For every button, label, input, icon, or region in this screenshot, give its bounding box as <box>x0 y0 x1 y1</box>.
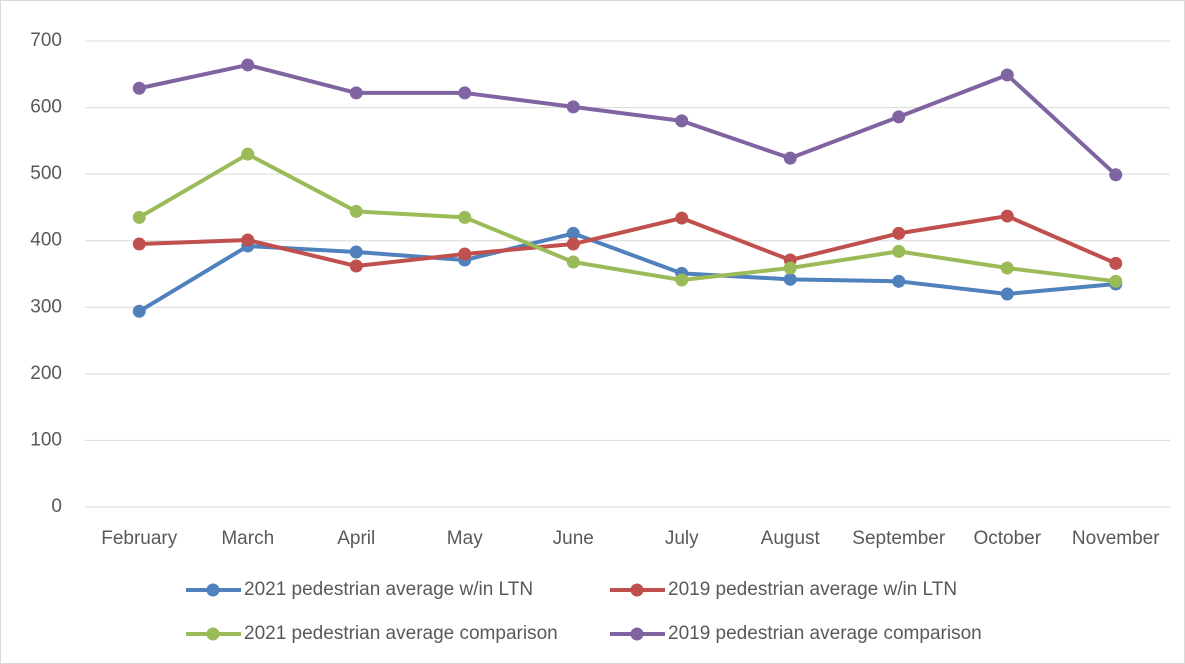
data-point <box>1109 168 1123 182</box>
data-point <box>349 259 363 273</box>
data-point <box>458 86 472 100</box>
data-point <box>1109 274 1123 288</box>
x-tick-label: May <box>447 528 483 549</box>
data-point <box>1000 68 1014 82</box>
legend-label: 2021 pedestrian average comparison <box>244 623 558 644</box>
data-point <box>241 58 255 72</box>
x-tick-label: November <box>1072 528 1160 549</box>
data-point <box>783 151 797 165</box>
data-point <box>1000 287 1014 301</box>
data-point <box>132 237 146 251</box>
x-tick-label: October <box>973 528 1041 549</box>
y-tick-label: 700 <box>30 30 62 51</box>
data-point <box>349 204 363 218</box>
x-tick-label: July <box>665 528 699 549</box>
data-point <box>132 81 146 95</box>
series-line <box>138 152 1116 284</box>
data-point <box>783 261 797 275</box>
x-tick-label: August <box>761 528 821 549</box>
data-point <box>1000 261 1014 275</box>
data-point <box>675 114 689 128</box>
data-point <box>566 237 580 251</box>
y-tick-label: 200 <box>30 363 62 384</box>
data-point <box>675 273 689 287</box>
data-point <box>458 210 472 224</box>
legend-marker <box>630 583 644 597</box>
data-point <box>566 226 580 240</box>
data-point <box>892 244 906 258</box>
legend-label: 2021 pedestrian average w/in LTN <box>244 579 533 600</box>
x-tick-label: March <box>221 528 274 549</box>
legend-marker <box>206 583 220 597</box>
y-tick-label: 300 <box>30 296 62 317</box>
data-point <box>892 274 906 288</box>
data-point <box>566 100 580 114</box>
legend-label: 2019 pedestrian average comparison <box>668 623 982 644</box>
series-line <box>139 214 1117 269</box>
data-point <box>458 247 472 261</box>
y-tick-label: 0 <box>51 496 62 517</box>
y-tick-label: 400 <box>30 230 62 251</box>
y-tick-label: 600 <box>30 97 62 118</box>
data-point <box>132 210 146 224</box>
series-line <box>138 62 1118 177</box>
legend-label: 2019 pedestrian average w/in LTN <box>668 579 957 600</box>
data-point <box>892 226 906 240</box>
data-point <box>566 255 580 269</box>
data-point <box>349 86 363 100</box>
data-point <box>349 245 363 259</box>
x-tick-label: February <box>101 528 178 549</box>
x-tick-label: April <box>337 528 375 549</box>
y-tick-label: 100 <box>30 429 62 450</box>
data-point <box>675 211 689 225</box>
data-point <box>1000 209 1014 223</box>
legend-marker <box>206 627 220 641</box>
legend-marker <box>630 627 644 641</box>
x-tick-label: June <box>553 528 594 549</box>
data-point <box>892 110 906 124</box>
data-point <box>1109 256 1123 270</box>
data-point <box>132 304 146 318</box>
x-tick-label: September <box>852 528 946 549</box>
y-tick-label: 500 <box>30 163 62 184</box>
data-point <box>783 272 797 286</box>
data-point <box>241 233 255 247</box>
series-line <box>138 231 1116 313</box>
data-point <box>241 147 255 161</box>
